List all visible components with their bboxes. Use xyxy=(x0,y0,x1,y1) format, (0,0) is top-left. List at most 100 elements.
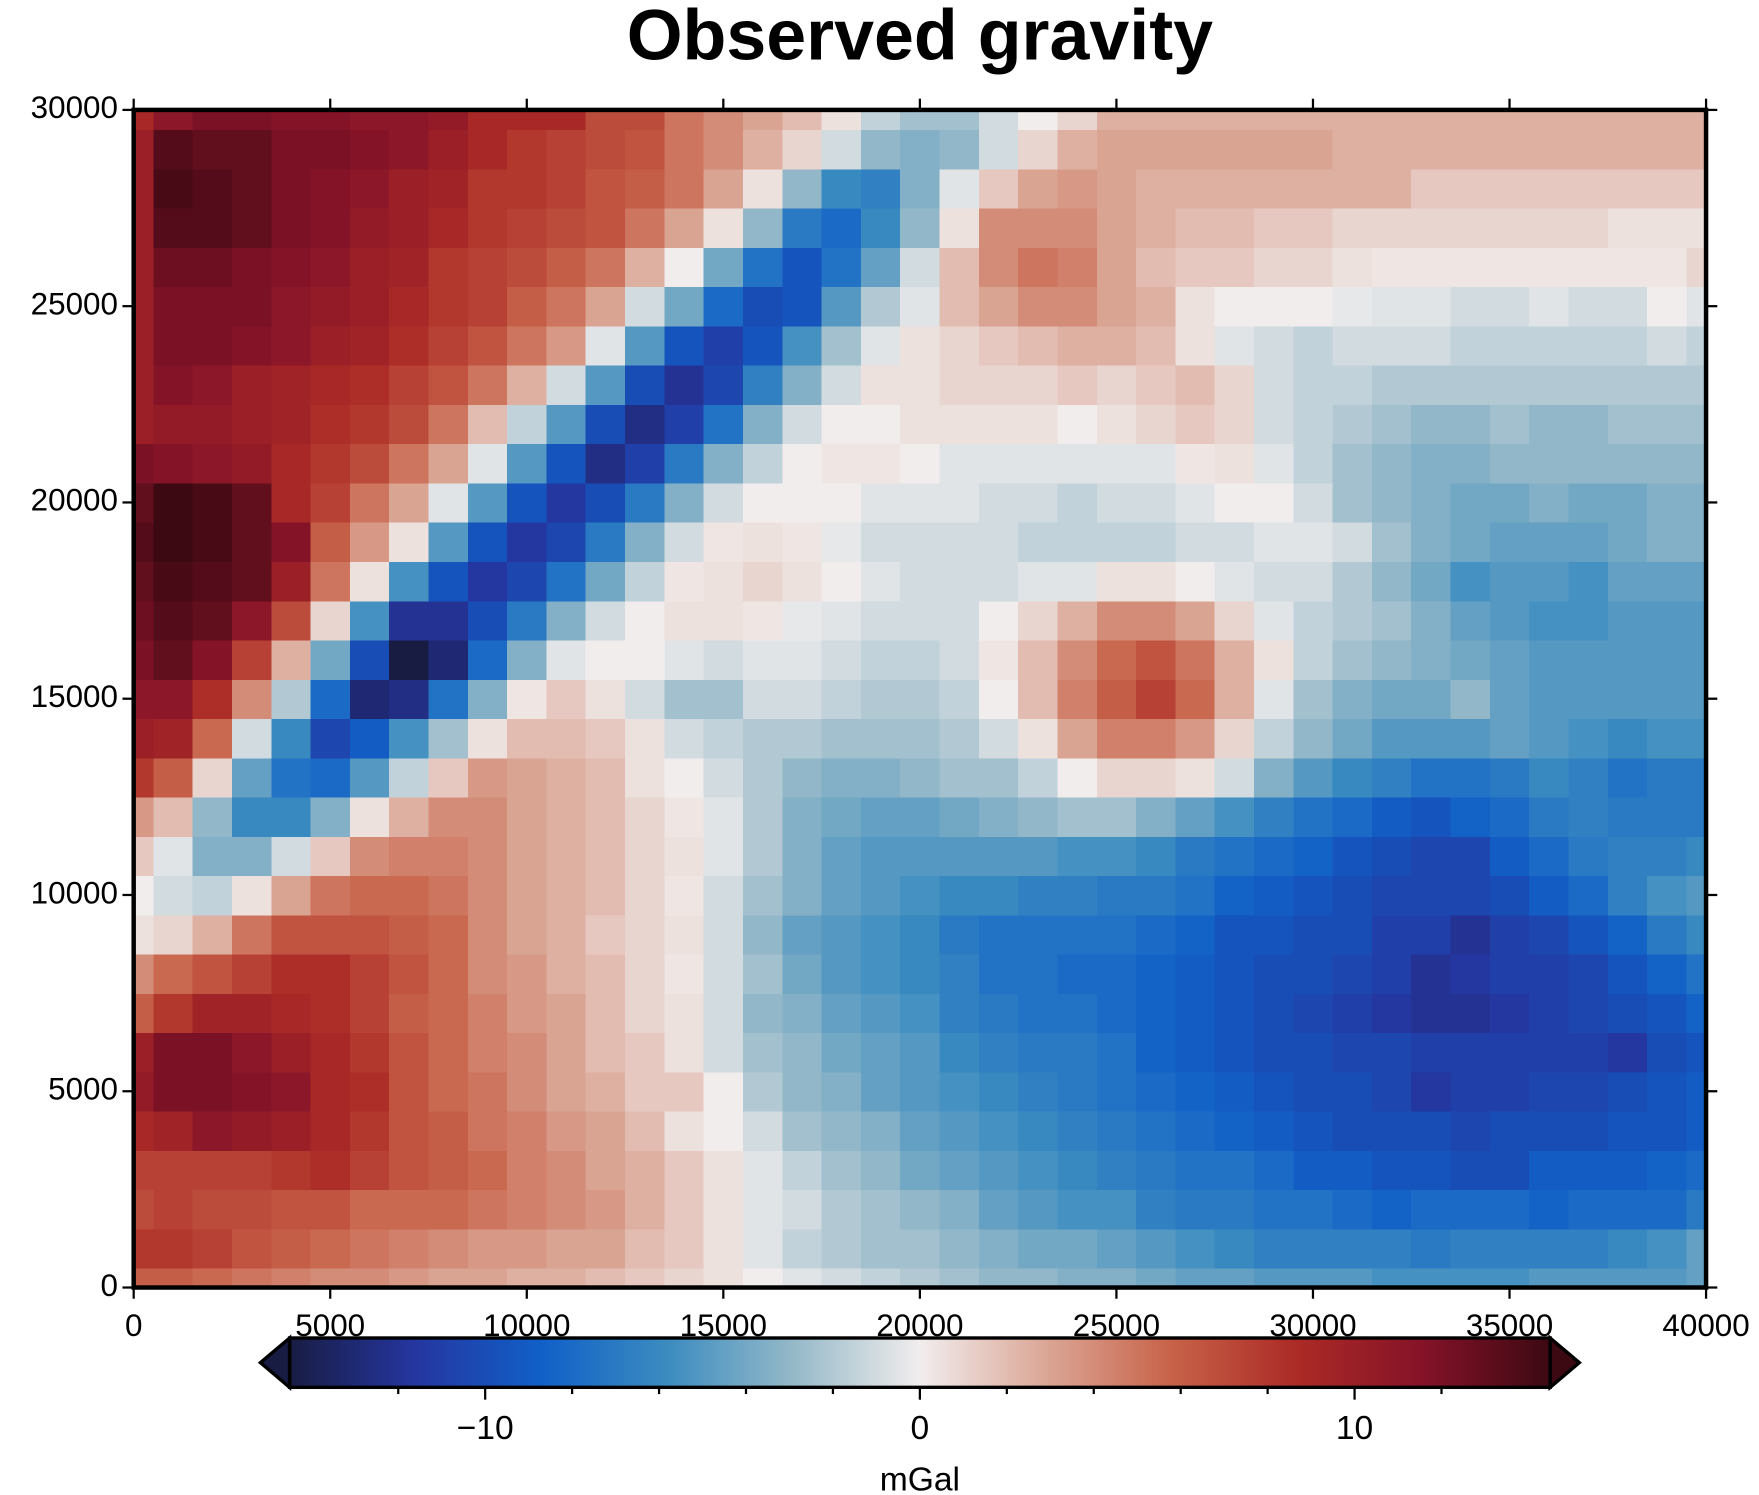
heatmap-cell xyxy=(1175,1189,1216,1230)
heatmap-cell xyxy=(900,796,941,837)
heatmap-cell xyxy=(271,600,312,641)
heatmap-cell xyxy=(1411,247,1452,288)
heatmap-cell xyxy=(310,365,351,405)
heatmap-cell xyxy=(1529,482,1570,523)
heatmap-cell xyxy=(192,109,233,131)
heatmap-cell xyxy=(1136,679,1177,720)
heatmap-cell xyxy=(1529,168,1570,209)
heatmap-cell xyxy=(1607,796,1648,837)
heatmap-cell xyxy=(1293,1228,1334,1269)
heatmap-cell xyxy=(1096,875,1137,916)
heatmap-cell xyxy=(271,1032,312,1073)
heatmap-cell xyxy=(271,718,312,759)
heatmap-cell xyxy=(1647,1150,1688,1191)
heatmap-cell xyxy=(507,522,548,562)
heatmap-cell xyxy=(703,286,744,327)
heatmap-cell xyxy=(153,482,194,523)
heatmap-cell xyxy=(1529,443,1570,484)
heatmap-cell xyxy=(271,208,312,248)
heatmap-cell xyxy=(1607,1189,1648,1230)
heatmap-cell xyxy=(1529,836,1570,877)
heatmap-cell xyxy=(546,443,587,484)
heatmap-cell xyxy=(1214,1032,1255,1073)
heatmap-cell xyxy=(585,875,626,916)
heatmap-cell xyxy=(507,1071,548,1112)
heatmap-cell xyxy=(900,914,941,955)
heatmap-cell xyxy=(428,208,469,248)
heatmap-cell xyxy=(507,1267,548,1288)
heatmap-cell xyxy=(271,796,312,837)
heatmap-cell xyxy=(1647,561,1688,602)
heatmap-cell xyxy=(860,365,901,405)
heatmap-cell xyxy=(428,679,469,720)
heatmap-cell xyxy=(1057,679,1098,720)
heatmap-cell xyxy=(1371,247,1412,288)
heatmap-cell xyxy=(782,522,823,562)
heatmap-cell xyxy=(1057,1150,1098,1191)
heatmap-cell xyxy=(1096,1228,1137,1269)
heatmap-cell xyxy=(939,443,980,484)
heatmap-cell xyxy=(703,875,744,916)
heatmap-cell xyxy=(900,522,941,562)
heatmap-cell xyxy=(1568,482,1609,523)
heatmap-cell xyxy=(1568,1228,1609,1269)
heatmap-cell xyxy=(153,836,194,877)
heatmap-cell xyxy=(625,836,666,877)
heatmap-cell xyxy=(1647,404,1688,445)
heatmap-cell xyxy=(625,757,666,798)
heatmap-cell xyxy=(153,1150,194,1191)
heatmap-cell xyxy=(1254,561,1294,602)
heatmap-cell xyxy=(1096,208,1137,248)
heatmap-cell xyxy=(310,247,351,288)
heatmap-cell xyxy=(1057,443,1098,484)
heatmap-cell xyxy=(1293,208,1334,248)
heatmap-cell xyxy=(507,365,548,405)
heatmap-cell xyxy=(349,679,390,720)
heatmap-cell xyxy=(546,718,587,759)
heatmap-cell xyxy=(1529,914,1570,955)
heatmap-cell xyxy=(1136,129,1177,170)
heatmap-cell xyxy=(1686,325,1707,366)
heatmap-cell xyxy=(900,168,941,209)
heatmap-cell xyxy=(271,875,312,916)
heatmap-cell xyxy=(703,993,744,1034)
heatmap-cell xyxy=(349,1189,390,1230)
heatmap-cell xyxy=(1254,1267,1294,1288)
heatmap-cell xyxy=(1096,365,1137,405)
heatmap-cell xyxy=(1489,1110,1530,1151)
heatmap-cell xyxy=(1332,109,1373,131)
heatmap-cell xyxy=(271,286,312,327)
heatmap-cell xyxy=(703,718,744,759)
heatmap-cell xyxy=(1332,1189,1373,1230)
heatmap-cell xyxy=(1568,1032,1609,1073)
heatmap-cell xyxy=(1607,443,1648,484)
heatmap-cell xyxy=(821,247,862,288)
heatmap-cell xyxy=(900,953,941,994)
heatmap-cell xyxy=(428,1071,469,1112)
heatmap-cell xyxy=(1489,914,1530,955)
heatmap-cell xyxy=(1489,109,1530,131)
heatmap-cell xyxy=(1568,639,1609,680)
heatmap-cell xyxy=(1332,482,1373,523)
heatmap-cell xyxy=(703,1228,744,1269)
heatmap-cell xyxy=(782,365,823,405)
heatmap-cell xyxy=(1450,1267,1491,1288)
heatmap-cell xyxy=(349,639,390,680)
heatmap-cell xyxy=(1018,404,1059,445)
heatmap-cell xyxy=(192,1110,233,1151)
heatmap-cell xyxy=(860,796,901,837)
heatmap-cell xyxy=(1647,679,1688,720)
heatmap-cell xyxy=(1018,1228,1059,1269)
heatmap-cell xyxy=(1332,247,1373,288)
heatmap-cell xyxy=(231,875,272,916)
heatmap-cell xyxy=(428,639,469,680)
heatmap-cell xyxy=(1096,718,1137,759)
heatmap-cell xyxy=(1096,1189,1137,1230)
heatmap-cell xyxy=(349,247,390,288)
heatmap-cell xyxy=(1568,600,1609,641)
heatmap-cell xyxy=(1332,365,1373,405)
heatmap-cell xyxy=(782,168,823,209)
heatmap-cell xyxy=(1018,639,1059,680)
heatmap-cell xyxy=(978,247,1019,288)
heatmap-cell xyxy=(1018,875,1059,916)
